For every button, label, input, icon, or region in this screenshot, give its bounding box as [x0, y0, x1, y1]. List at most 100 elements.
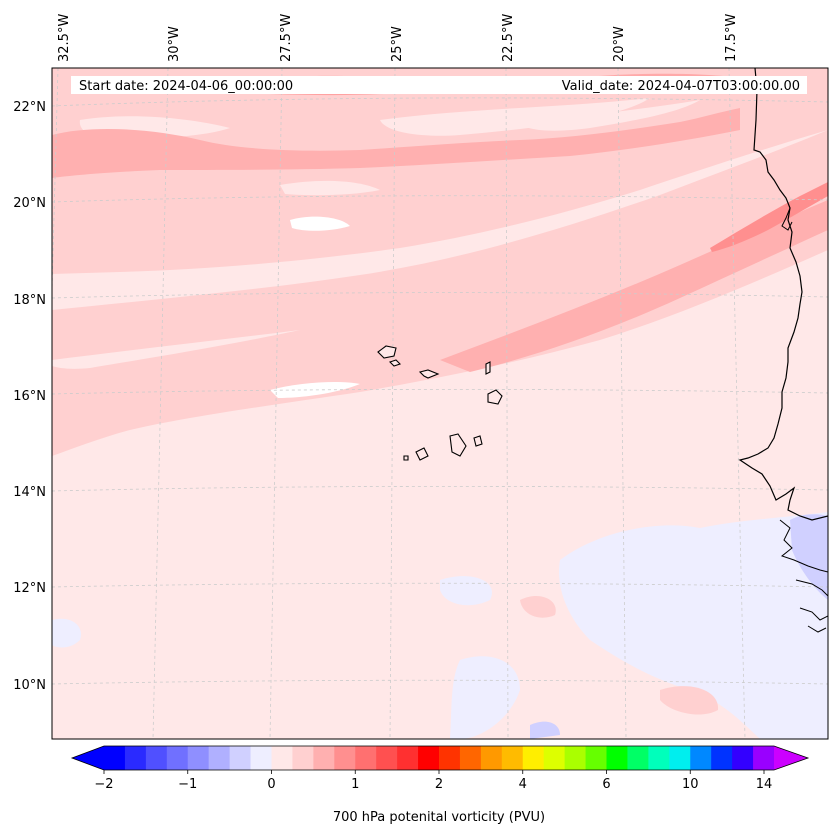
blue-patch-3 — [52, 618, 81, 648]
lat-labels: 22°N 20°N 18°N 16°N 14°N 12°N 10°N — [13, 100, 46, 693]
colorbar-extend-max — [774, 746, 808, 770]
north-gap-2 — [520, 100, 700, 131]
colorbar-segment — [313, 746, 335, 770]
lat-label-12: 12°N — [13, 581, 46, 596]
north-streak-white — [290, 216, 350, 231]
colorbar-segment — [355, 746, 377, 770]
colorbar-segment — [376, 746, 398, 770]
colorbar-segment — [418, 746, 440, 770]
colorbar-segment — [208, 746, 231, 770]
lon-label-22-5: 22.5°W — [501, 14, 516, 62]
colorbar-segments — [104, 746, 775, 770]
colorbar-segment — [459, 746, 482, 770]
colorbar-tick-label: 4 — [519, 777, 527, 792]
colorbar-segment — [564, 746, 587, 770]
island-maio — [473, 435, 483, 447]
colorbar-segment — [753, 746, 775, 770]
lat-label-14: 14°N — [13, 485, 46, 500]
blue-patch-2 — [450, 656, 520, 739]
colorbar-segment — [292, 746, 314, 770]
lat-label-16: 16°N — [13, 389, 46, 404]
colorbar-segment — [711, 746, 733, 770]
blue-patch-4 — [530, 721, 560, 739]
lon-labels: 32.5°W 30°W 27.5°W 25°W 22.5°W 20°W 17.5… — [57, 14, 739, 62]
coast-detail-2 — [779, 519, 828, 573]
colorbar-tick-label: 2 — [435, 777, 443, 792]
island-sao-vicente — [388, 359, 402, 367]
lon-label-32-5: 32.5°W — [57, 14, 72, 62]
pv-field: Start date: 2024-04-06_00:00:00 Valid_da… — [52, 68, 828, 739]
colorbar: −2 −1 0 1 2 4 6 10 14 700 hPa potenital vorticit… — [70, 745, 810, 825]
island-santo-antao — [377, 345, 397, 359]
map-frame — [51, 67, 829, 740]
coast-detail-1 — [781, 207, 793, 231]
coast-detail-4 — [799, 607, 828, 633]
lat-label-20: 20°N — [13, 196, 46, 211]
colorbar-ticks: −2 −1 0 1 2 4 6 10 14 — [94, 770, 772, 792]
island-santiago — [449, 433, 467, 457]
lat-label-22: 22°N — [13, 100, 46, 115]
colorbar-extend-min — [72, 746, 104, 770]
colorbar-segment — [480, 746, 503, 770]
colorbar-segment — [690, 746, 712, 770]
colorbar-segment — [606, 746, 629, 770]
colorbar-tick-label: −2 — [94, 777, 113, 792]
colorbar-tick-label: 0 — [267, 777, 275, 792]
colorbar-segment — [669, 746, 691, 770]
north-streak-2 — [380, 98, 650, 136]
lon-label-27-5: 27.5°W — [279, 14, 294, 62]
lon-label-17-5: 17.5°W — [724, 14, 739, 62]
lon-label-20: 20°W — [612, 26, 627, 62]
colorbar-segment — [543, 746, 566, 770]
colorbar-segment — [522, 746, 545, 770]
colorbar-segment — [271, 746, 294, 770]
colorbar-segment — [145, 746, 168, 770]
colorbar-tick-label: −1 — [178, 777, 197, 792]
lon-label-25: 25°W — [390, 26, 405, 62]
lat-label-18: 18°N — [13, 293, 46, 308]
colorbar-segment — [397, 746, 419, 770]
colorbar-segment — [439, 746, 461, 770]
south-pink-blob-1 — [520, 595, 556, 618]
colorbar-label: 700 hPa potenital vorticity (PVU) — [333, 810, 545, 825]
colorbar-tick-label: 10 — [682, 777, 699, 792]
island-boa-vista — [487, 389, 503, 405]
island-brava — [403, 455, 409, 461]
colorbar-segment — [648, 746, 670, 770]
island-sao-nicolau — [418, 369, 440, 379]
colorbar-segment — [585, 746, 608, 770]
colorbar-segment — [334, 746, 356, 770]
cape-verde-islands — [377, 345, 503, 461]
band-streak-b — [270, 382, 360, 398]
colorbar-segment — [501, 746, 524, 770]
north-mid-gap — [52, 178, 140, 196]
blue-patch-5 — [790, 514, 828, 600]
colorbar-segment — [627, 746, 649, 770]
north-midband — [52, 108, 740, 178]
colorbar-tick-label: 6 — [602, 777, 610, 792]
coastline — [738, 68, 828, 521]
colorbar-segment — [229, 746, 252, 770]
graticule — [52, 68, 828, 739]
north-streak-3 — [280, 180, 380, 196]
lat-label-10: 10°N — [13, 678, 46, 693]
colorbar-tick-label: 14 — [756, 777, 773, 792]
colorbar-segment — [250, 746, 273, 770]
coast-detail-3 — [795, 579, 828, 597]
start-date: Start date: 2024-04-06_00:00:00 — [79, 79, 293, 94]
diagonal-band — [52, 130, 828, 456]
south-east-blue — [559, 512, 828, 739]
lon-label-30: 30°W — [167, 26, 182, 62]
island-sal — [485, 361, 491, 375]
colorbar-tick-label: 1 — [351, 777, 359, 792]
band-streak-a — [52, 330, 300, 369]
colorbar-segment — [732, 746, 754, 770]
title-box — [71, 76, 807, 94]
island-fogo — [415, 447, 429, 461]
colorbar-segment — [124, 746, 147, 770]
valid-date: Valid_date: 2024-04-07T03:00:00.00 — [562, 79, 800, 94]
colorbar-segment — [166, 746, 189, 770]
colorbar-segment — [104, 746, 126, 770]
colorbar-segment — [187, 746, 210, 770]
